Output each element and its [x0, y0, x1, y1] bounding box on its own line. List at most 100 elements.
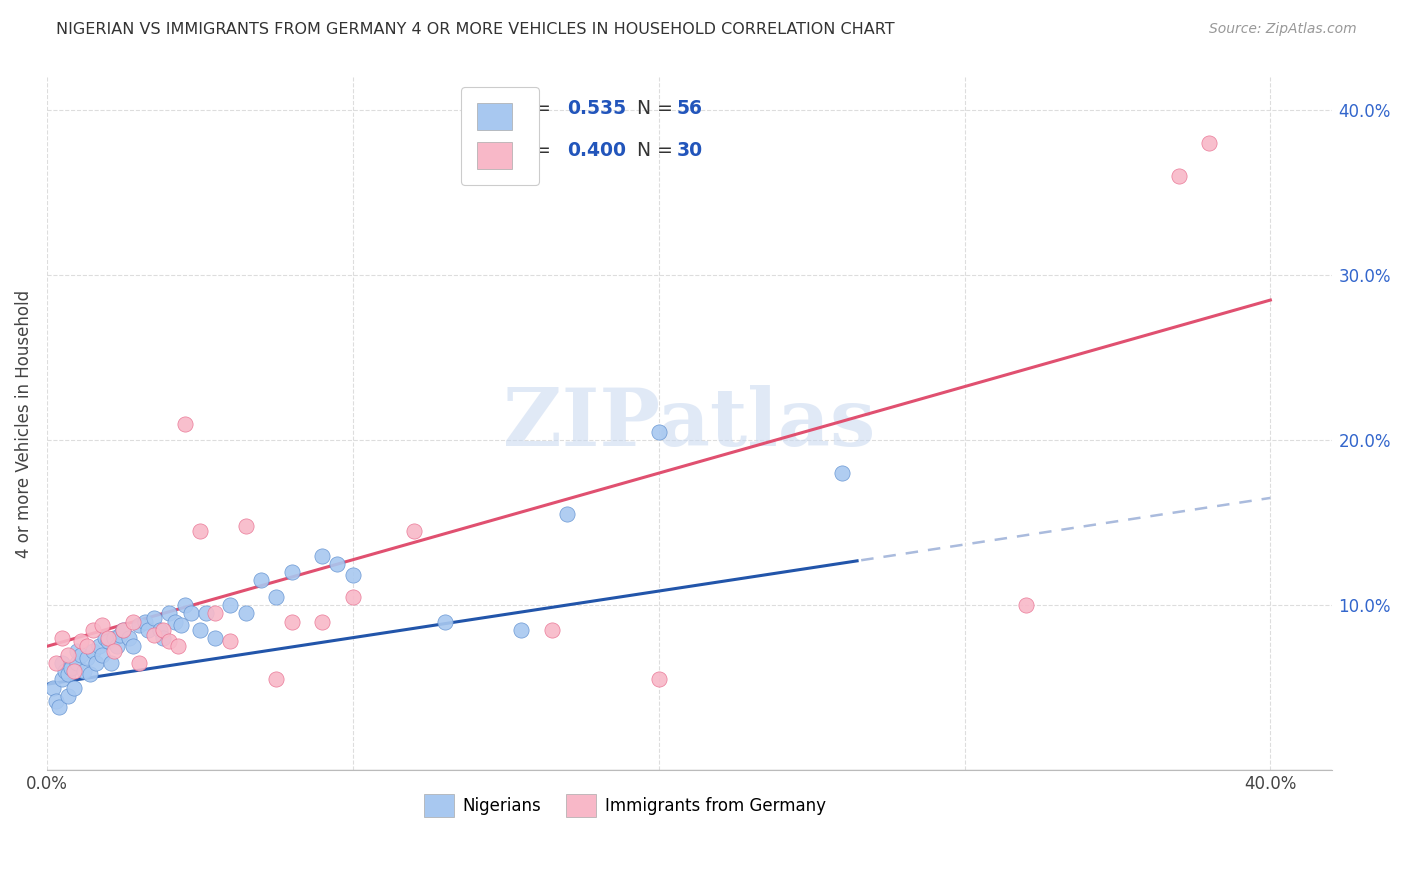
Point [326, 557, 349, 571]
Point [121, 640, 143, 654]
Point [128, 618, 150, 632]
Text: 56: 56 [676, 99, 703, 118]
Point [51, 673, 73, 687]
Point [219, 634, 242, 648]
Point [60, 661, 83, 675]
Point [63, 664, 86, 678]
Point [82, 644, 104, 658]
Point [433, 615, 456, 629]
Point [170, 618, 193, 632]
Point [173, 598, 195, 612]
Text: R =: R = [516, 141, 557, 160]
Text: R =: R = [516, 99, 557, 118]
Point [112, 623, 135, 637]
Text: Source: ZipAtlas.com: Source: ZipAtlas.com [1209, 22, 1357, 37]
Point [142, 611, 165, 625]
Point [194, 607, 217, 621]
Point [97, 631, 120, 645]
Point [157, 634, 180, 648]
Point [51, 631, 73, 645]
Point [91, 618, 114, 632]
Point [94, 631, 117, 645]
Point [152, 631, 174, 645]
Point [103, 644, 125, 658]
Point [165, 615, 187, 629]
Point [97, 634, 120, 648]
Point [219, 598, 242, 612]
Point [555, 508, 578, 522]
Point [402, 524, 425, 538]
Point [87, 640, 110, 654]
Text: 30: 30 [676, 141, 703, 160]
Point [63, 681, 86, 695]
Point [84, 656, 107, 670]
Point [69, 648, 91, 662]
Legend: Nigerians, Immigrants from Germany: Nigerians, Immigrants from Germany [418, 787, 832, 824]
Y-axis label: 4 or more Vehicles in Household: 4 or more Vehicles in Household [15, 290, 32, 558]
Point [105, 640, 128, 654]
Point [266, 673, 288, 687]
Text: N =: N = [626, 141, 679, 160]
Point [66, 656, 89, 670]
Text: 0.400: 0.400 [567, 141, 626, 160]
Point [235, 519, 257, 533]
Point [112, 623, 135, 637]
Point [280, 565, 302, 579]
Point [235, 607, 257, 621]
Point [180, 607, 202, 621]
Point [167, 640, 190, 654]
Text: ZIPatlas: ZIPatlas [503, 384, 876, 463]
Point [100, 656, 122, 670]
Point [76, 651, 98, 665]
Point [45, 656, 67, 670]
Point [134, 615, 156, 629]
Text: N =: N = [626, 99, 679, 118]
Point [45, 694, 67, 708]
Text: NIGERIAN VS IMMIGRANTS FROM GERMANY 4 OR MORE VEHICLES IN HOUSEHOLD CORRELATION : NIGERIAN VS IMMIGRANTS FROM GERMANY 4 OR… [56, 22, 894, 37]
Point [69, 634, 91, 648]
Point [204, 607, 226, 621]
Point [82, 623, 104, 637]
Point [51, 656, 73, 670]
Point [42, 681, 65, 695]
Point [1198, 136, 1220, 151]
Point [266, 590, 288, 604]
Point [118, 631, 141, 645]
Point [647, 425, 669, 439]
Point [342, 590, 364, 604]
Point [280, 615, 302, 629]
Point [510, 623, 533, 637]
Point [311, 549, 333, 563]
Point [48, 700, 70, 714]
Point [188, 524, 211, 538]
Point [58, 648, 80, 662]
Point [204, 631, 226, 645]
Point [173, 417, 195, 431]
Point [311, 615, 333, 629]
Point [647, 673, 669, 687]
Point [1015, 598, 1038, 612]
Point [72, 664, 94, 678]
Point [136, 623, 159, 637]
Point [66, 644, 89, 658]
Point [831, 466, 853, 480]
Point [540, 623, 562, 637]
Point [152, 623, 174, 637]
Point [342, 568, 364, 582]
Point [128, 656, 150, 670]
Point [250, 574, 273, 588]
Point [91, 648, 114, 662]
Point [58, 689, 80, 703]
Point [53, 664, 76, 678]
Point [157, 607, 180, 621]
Point [103, 631, 125, 645]
Point [58, 667, 80, 681]
Point [121, 615, 143, 629]
Point [142, 628, 165, 642]
Point [76, 640, 98, 654]
Point [110, 628, 132, 642]
Point [79, 667, 101, 681]
Text: 0.535: 0.535 [567, 99, 626, 118]
Point [149, 623, 172, 637]
Point [1167, 169, 1189, 184]
